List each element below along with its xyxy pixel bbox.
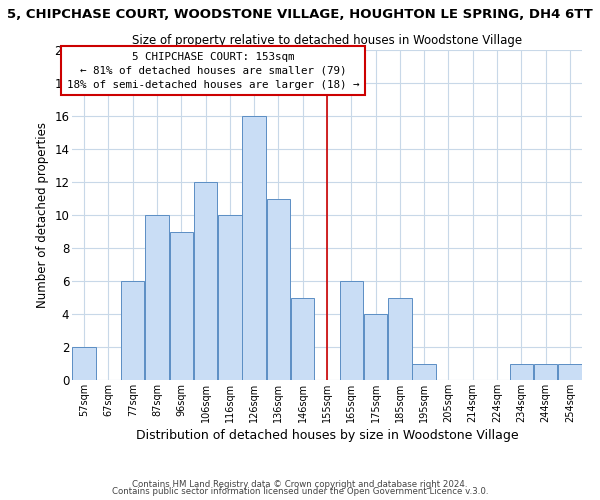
Bar bbox=[73, 347, 96, 380]
Y-axis label: Number of detached properties: Number of detached properties bbox=[35, 122, 49, 308]
Bar bbox=[364, 314, 388, 380]
Bar bbox=[145, 215, 169, 380]
Bar bbox=[194, 182, 217, 380]
Bar bbox=[534, 364, 557, 380]
Text: 5 CHIPCHASE COURT: 153sqm
← 81% of detached houses are smaller (79)
18% of semi-: 5 CHIPCHASE COURT: 153sqm ← 81% of detac… bbox=[67, 52, 359, 90]
Bar bbox=[170, 232, 193, 380]
Bar bbox=[266, 198, 290, 380]
Bar bbox=[388, 298, 412, 380]
Bar bbox=[291, 298, 314, 380]
Bar bbox=[218, 215, 242, 380]
Title: Size of property relative to detached houses in Woodstone Village: Size of property relative to detached ho… bbox=[132, 34, 522, 48]
X-axis label: Distribution of detached houses by size in Woodstone Village: Distribution of detached houses by size … bbox=[136, 429, 518, 442]
Bar bbox=[412, 364, 436, 380]
Bar bbox=[121, 281, 145, 380]
Bar bbox=[509, 364, 533, 380]
Text: Contains HM Land Registry data © Crown copyright and database right 2024.: Contains HM Land Registry data © Crown c… bbox=[132, 480, 468, 489]
Text: Contains public sector information licensed under the Open Government Licence v.: Contains public sector information licen… bbox=[112, 487, 488, 496]
Bar bbox=[558, 364, 581, 380]
Bar bbox=[340, 281, 363, 380]
Text: 5, CHIPCHASE COURT, WOODSTONE VILLAGE, HOUGHTON LE SPRING, DH4 6TT: 5, CHIPCHASE COURT, WOODSTONE VILLAGE, H… bbox=[7, 8, 593, 20]
Bar bbox=[242, 116, 266, 380]
